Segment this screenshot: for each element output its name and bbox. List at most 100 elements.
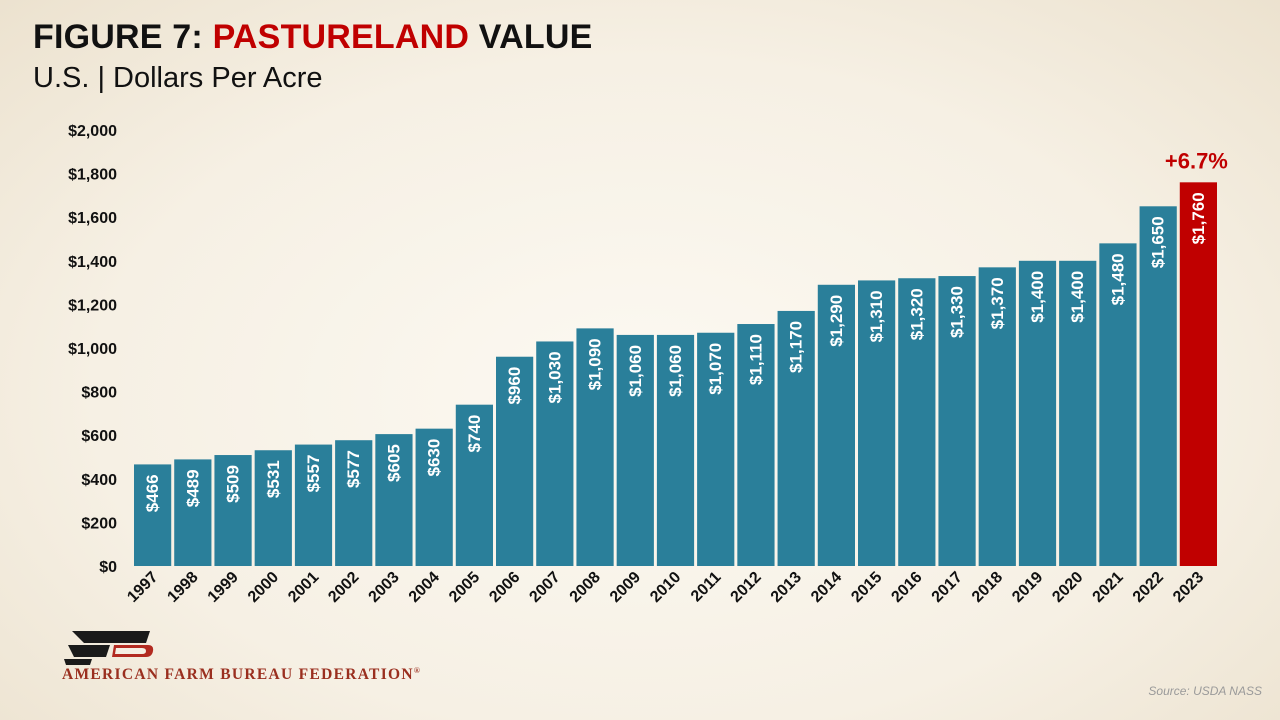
y-tick-label: $200	[81, 515, 117, 532]
y-tick-label: $1,600	[68, 210, 117, 227]
source-note: Source: USDA NASS	[1148, 684, 1262, 698]
data-label: $1,320	[907, 288, 926, 340]
data-label: $489	[183, 469, 202, 507]
registered-mark: ®	[413, 666, 420, 675]
x-tick-label: 2007	[526, 569, 563, 606]
x-tick-label: 2000	[245, 569, 282, 606]
x-tick-label: 2016	[888, 569, 925, 606]
x-tick-label: 2011	[688, 569, 725, 606]
bar-2007	[536, 341, 574, 566]
x-tick-label: 2012	[728, 569, 765, 606]
org-name-text: AMERICAN FARM BUREAU FEDERATION	[62, 666, 414, 684]
y-tick-label: $600	[81, 428, 117, 445]
bar-2005	[455, 404, 493, 566]
bar-2021	[1099, 243, 1137, 567]
x-tick-label: 2006	[486, 569, 523, 606]
chart-subtitle: U.S. | Dollars Per Acre	[33, 62, 323, 94]
y-tick-label: $0	[99, 559, 117, 576]
afbf-logo	[62, 628, 154, 671]
data-label: $630	[425, 439, 444, 477]
y-tick-label: $1,800	[68, 167, 117, 184]
bar-2000	[254, 450, 292, 566]
data-label: $740	[465, 415, 484, 453]
x-tick-label: 2015	[848, 569, 885, 606]
data-label: $1,070	[706, 343, 725, 395]
x-tick-label: 2004	[406, 569, 443, 606]
bar-2016	[898, 278, 936, 566]
x-tick-label: 1998	[164, 569, 201, 606]
data-label: $1,760	[1189, 192, 1208, 244]
x-tick-label: 2022	[1130, 569, 1167, 606]
bar-2014	[817, 284, 855, 566]
data-label: $531	[264, 460, 283, 498]
bar-2018	[978, 267, 1016, 566]
bar-2001	[294, 444, 333, 566]
bar-2009	[616, 334, 654, 566]
x-tick-label: 2010	[647, 569, 684, 606]
data-label: $1,090	[586, 338, 605, 390]
bar-2011	[697, 332, 735, 566]
bar-2022	[1139, 206, 1177, 567]
x-tick-label: 2019	[1009, 569, 1046, 606]
data-label: $557	[304, 455, 323, 493]
title-suffix: VALUE	[469, 18, 593, 56]
bar-2020	[1059, 260, 1097, 566]
title-prefix: FIGURE 7:	[33, 18, 213, 56]
bar-2017	[938, 276, 976, 566]
data-label: $1,060	[626, 345, 645, 397]
data-label: $1,480	[1108, 253, 1127, 305]
x-axis: 1997 1998 1999 2000 2001 2002 2003 2004 2005 2006…	[124, 569, 1207, 606]
y-tick-label: $2,000	[68, 123, 117, 140]
data-label: $509	[224, 465, 243, 503]
bar-1999	[214, 455, 252, 566]
chart-title: FIGURE 7: PASTURELAND VALUE	[33, 18, 593, 57]
x-tick-label: 2008	[567, 569, 604, 606]
fb-logo-icon	[64, 631, 154, 665]
x-tick-label: 2021	[1090, 569, 1127, 606]
x-tick-label: 1997	[124, 569, 161, 606]
y-tick-label: $800	[81, 385, 117, 402]
x-tick-label: 2002	[325, 569, 362, 606]
data-label: $1,290	[827, 295, 846, 347]
x-tick-label: 2001	[285, 569, 322, 606]
y-tick-label: $400	[81, 472, 117, 489]
x-tick-label: 2013	[768, 569, 805, 606]
bar-1998	[174, 459, 212, 566]
bar-2013	[777, 310, 815, 566]
bar-2023	[1179, 182, 1217, 566]
bar-2012	[737, 324, 775, 566]
data-label: $466	[143, 474, 162, 512]
data-label: $1,650	[1149, 216, 1168, 268]
data-label: $1,030	[545, 351, 564, 403]
bar-2004	[415, 428, 453, 566]
bar-2002	[335, 440, 373, 566]
y-tick-label: $1,400	[68, 254, 117, 271]
data-label: $1,060	[666, 345, 685, 397]
title-accent: PASTURELAND	[212, 18, 470, 56]
x-tick-label: 1999	[205, 569, 242, 606]
data-label: $1,170	[787, 321, 806, 373]
x-tick-label: 2018	[969, 569, 1006, 606]
x-tick-label: 2017	[929, 569, 966, 606]
bar-2008	[576, 328, 614, 566]
x-tick-label: 2003	[366, 569, 403, 606]
data-label: $1,400	[1028, 271, 1047, 323]
bar-2003	[375, 434, 413, 566]
bars	[134, 182, 1217, 567]
data-label: $1,400	[1068, 271, 1087, 323]
bar-chart: $0 $200 $400 $600 $800 $1,000 $1,200 $1,400 $1,6…	[68, 123, 1228, 606]
data-label: $577	[344, 450, 363, 488]
x-tick-label: 2020	[1049, 569, 1086, 606]
org-name: AMERICAN FARM BUREAU FEDERATION®	[62, 666, 420, 684]
y-axis: $0 $200 $400 $600 $800 $1,000 $1,200 $1,400 $1,6…	[68, 123, 117, 576]
bar-2019	[1018, 260, 1057, 566]
bar-2015	[858, 280, 896, 566]
data-label: $1,110	[746, 334, 765, 385]
bar-labels: $466 $489 $509 $531 $557 $577 $605 $630 $740 $960…	[143, 192, 1208, 512]
x-tick-label: 2014	[808, 569, 845, 606]
data-label: $960	[505, 367, 524, 405]
data-label: $1,370	[988, 277, 1007, 329]
data-label: $605	[384, 444, 403, 482]
change-annotation: +6.7%	[1165, 148, 1228, 173]
data-label: $1,310	[867, 290, 886, 342]
